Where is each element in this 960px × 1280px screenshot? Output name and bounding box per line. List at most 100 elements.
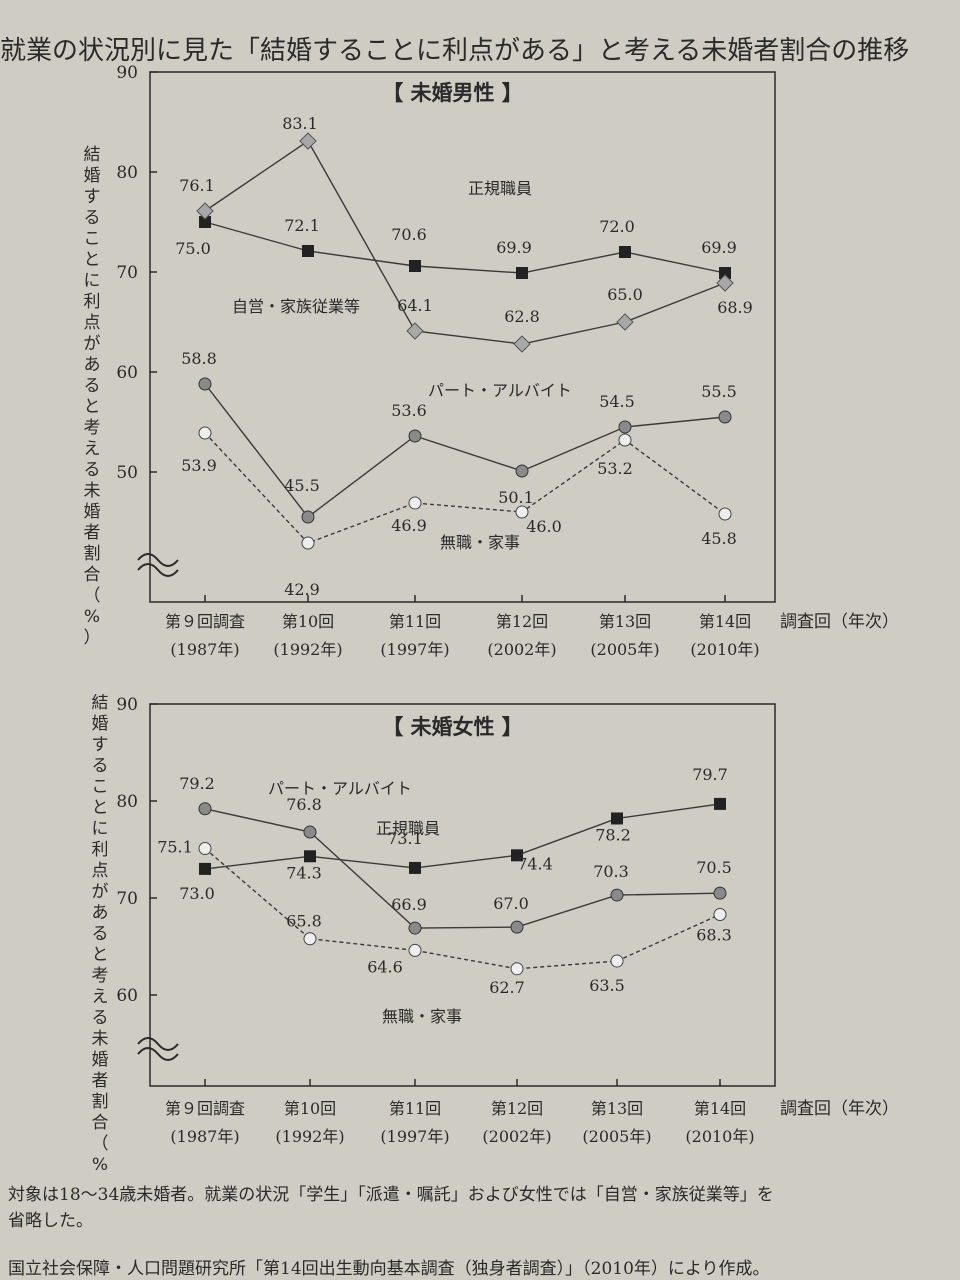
y-axis-title-char: あ xyxy=(92,903,109,923)
data-label: 83.1 xyxy=(282,114,318,133)
y-axis-title-char: 者 xyxy=(92,1071,109,1091)
chart-title: 【 未婚男性 】 xyxy=(382,81,523,105)
x-category-label: 第９回調査 xyxy=(165,612,245,631)
axis-break-mark xyxy=(137,1037,179,1061)
x-year-label: (2010年) xyxy=(685,1127,754,1146)
y-axis-title-char: え xyxy=(92,987,109,1007)
data-label: 68.9 xyxy=(717,298,753,317)
x-year-label: (2010年) xyxy=(690,640,759,659)
marker-open-circle xyxy=(301,536,315,550)
data-label: 64.6 xyxy=(367,957,403,976)
x-year-label: (1997年) xyxy=(380,640,449,659)
footnote-omitted: 省略した。 xyxy=(8,1211,93,1231)
marker-square xyxy=(611,812,623,825)
x-category-label: 第13回 xyxy=(599,612,651,631)
x-category-label: 第14回 xyxy=(699,612,751,631)
y-axis-title-char: 点 xyxy=(92,861,109,881)
marker-diamond xyxy=(716,274,734,292)
x-category-label: 第10回 xyxy=(284,1099,336,1118)
y-axis-title-char: と xyxy=(84,250,101,270)
y-axis-title-char: が xyxy=(84,334,101,354)
data-label: 70.5 xyxy=(696,858,732,877)
plot-frame xyxy=(149,703,776,1087)
y-axis-title-char: え xyxy=(84,439,101,459)
chart-title: 【 未婚女性 】 xyxy=(382,715,523,739)
y-axis-title-char: 婚 xyxy=(92,714,109,734)
y-axis-title-char: 合 xyxy=(84,565,101,585)
y-tick-label: 70 xyxy=(116,889,138,909)
series-name-label: 自営・家族従業等 xyxy=(232,297,360,316)
y-axis-title-char: 考 xyxy=(92,966,109,986)
y-axis-title-char: こ xyxy=(92,777,109,797)
marker-square xyxy=(619,246,631,258)
y-axis-title-char: が xyxy=(92,882,109,902)
y-tick-label: 90 xyxy=(116,63,138,83)
marker-circle xyxy=(713,886,727,900)
marker-square xyxy=(409,861,421,874)
data-label: 73.0 xyxy=(179,884,215,903)
data-label: 62.8 xyxy=(504,307,540,326)
series-name-label: 正規職員 xyxy=(468,179,532,198)
x-category-label: 第14回 xyxy=(694,1099,746,1118)
y-axis-title-char: に xyxy=(92,819,109,839)
page-title: 就業の状況別に見た「結婚することに利点がある」と考える未婚者割合の推移 xyxy=(0,36,910,66)
data-label: 65.0 xyxy=(607,285,643,304)
series-name-label: パート・アルバイト xyxy=(268,779,412,798)
x-category-label: 第12回 xyxy=(491,1099,543,1118)
y-axis-title-char: と xyxy=(92,945,109,965)
marker-diamond xyxy=(513,335,531,353)
y-axis-title-char: る xyxy=(92,924,109,944)
marker-square xyxy=(719,267,731,279)
y-axis-title-char: 合 xyxy=(92,1113,109,1133)
y-axis-title-char: る xyxy=(84,208,101,228)
marker-circle xyxy=(618,420,632,434)
chart-unmarried-female: 90 80 70 60 第９回調査 (1987年) 第10回 (1992年) 第11回 (1997… xyxy=(92,694,900,1174)
y-axis-title-char: る xyxy=(92,1008,109,1028)
y-axis-title-char: 結 xyxy=(92,694,109,713)
series-name-label: パート・アルバイト xyxy=(428,381,572,400)
y-tick-label: 80 xyxy=(116,792,138,812)
marker-square xyxy=(511,849,523,862)
data-label: 75.0 xyxy=(175,239,211,258)
marker-circle xyxy=(408,921,422,935)
marker-diamond xyxy=(616,313,634,331)
y-axis-title-char: す xyxy=(84,187,101,207)
x-year-label: (2002年) xyxy=(487,640,556,659)
y-axis-title-char: 婚 xyxy=(84,166,101,186)
y-axis-title-char: % xyxy=(92,1155,108,1174)
data-label: 74.4 xyxy=(517,854,553,873)
marker-circle xyxy=(303,825,317,839)
data-label: 74.3 xyxy=(286,863,322,882)
y-axis-title-char: る xyxy=(84,460,101,480)
series-line-3 xyxy=(204,432,726,544)
data-label: 46.0 xyxy=(526,517,562,536)
axis-break-mark xyxy=(137,553,179,577)
series-line-2 xyxy=(204,847,721,970)
marker-square xyxy=(409,260,421,272)
x-year-label: (1997年) xyxy=(380,1127,449,1146)
y-axis-title-char: 考 xyxy=(84,418,101,438)
series-name-label: 無職・家事 xyxy=(440,533,520,552)
x-year-label: (2005年) xyxy=(582,1127,651,1146)
x-category-label: 第10回 xyxy=(282,612,334,631)
y-axis-title-char: ） xyxy=(84,628,101,648)
footnote-scope: 対象は18〜34歳未婚者。就業の状況「学生」「派遣・嘱託」および女性では「自営・… xyxy=(8,1185,774,1205)
data-label: 76.1 xyxy=(179,176,215,195)
data-label: 53.2 xyxy=(597,459,633,478)
y-axis-title-char: 割 xyxy=(84,544,101,564)
series-name-label: 正規職員 xyxy=(376,819,440,838)
marker-circle xyxy=(718,410,732,424)
marker-square xyxy=(199,862,211,875)
data-label: 72.1 xyxy=(284,216,320,235)
series-name-label: 無職・家事 xyxy=(382,1007,462,1026)
x-category-label: 第12回 xyxy=(496,612,548,631)
x-category-label: 第11回 xyxy=(389,1099,441,1118)
marker-square xyxy=(302,245,314,257)
data-label: 62.7 xyxy=(489,978,525,997)
y-axis-title-char: （ xyxy=(92,1134,109,1154)
y-axis-title-char: 者 xyxy=(84,523,101,543)
marker-open-circle xyxy=(510,962,524,976)
data-label: 45.5 xyxy=(284,476,320,495)
data-label: 76.8 xyxy=(286,795,322,814)
x-year-label: (2002年) xyxy=(482,1127,551,1146)
